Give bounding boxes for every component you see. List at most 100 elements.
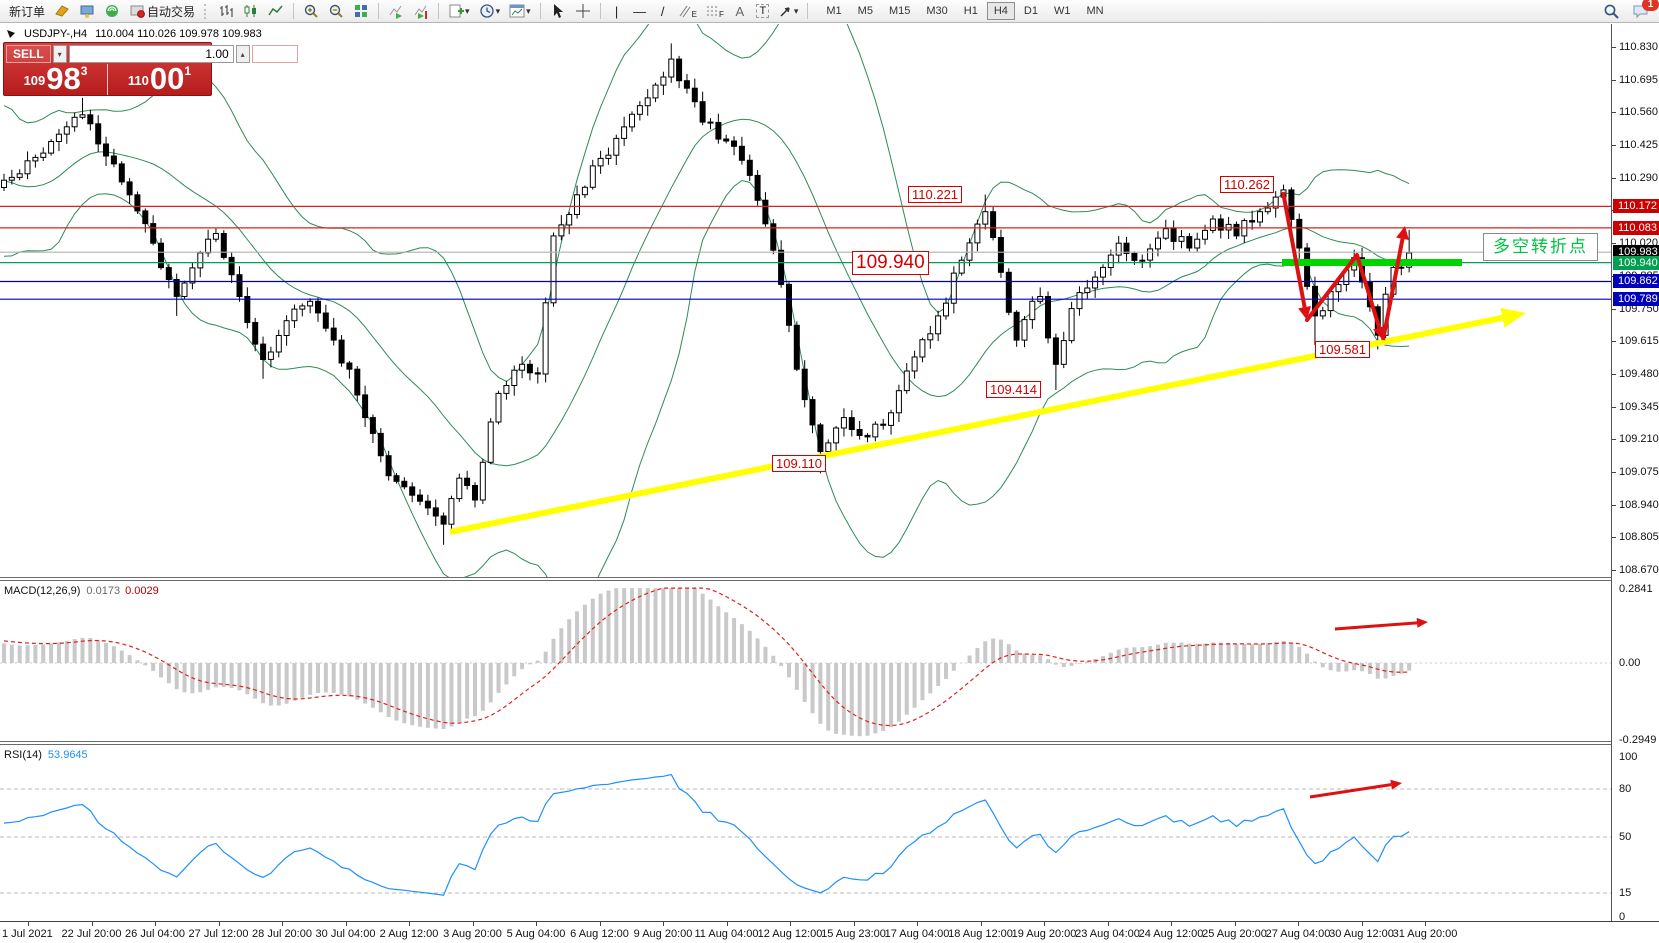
pane-separator[interactable] — [0, 577, 1659, 581]
time-tick-mark — [1171, 922, 1172, 926]
tile-windows-icon[interactable] — [349, 1, 373, 21]
equidistant-channel-tool[interactable]: E — [675, 1, 701, 21]
cursor-icon[interactable] — [546, 1, 570, 21]
bollinger-band-m[interactable] — [3, 118, 1410, 467]
annotation-price-label[interactable]: 109.940 — [852, 250, 929, 275]
fibonacci-tool[interactable]: F — [702, 1, 728, 21]
zoom-out-icon[interactable] — [324, 1, 348, 21]
rsi-indicator-canvas[interactable] — [0, 746, 1611, 921]
chart-shift-icon[interactable] — [409, 1, 433, 21]
timeframe-m15[interactable]: M15 — [882, 2, 917, 20]
price-axis[interactable]: 110.830 110.695 110.560 110.425 110.290 110.1… — [1611, 24, 1659, 923]
annotation-price-label[interactable]: 110.262 — [1220, 175, 1275, 193]
timeframe-w1[interactable]: W1 — [1047, 2, 1078, 20]
chevron-down-icon: ▾ — [495, 5, 501, 16]
main-chart-canvas[interactable] — [0, 24, 1611, 577]
annotation-price-label[interactable]: 110.221 — [908, 185, 963, 203]
volume-input[interactable] — [68, 45, 234, 63]
price-tick-mark — [1612, 177, 1616, 179]
time-tick-mark — [917, 922, 918, 926]
timeframe-m1[interactable]: M1 — [819, 2, 848, 20]
timeframe-d1[interactable]: D1 — [1017, 2, 1045, 20]
price-tick-label: 109.345 — [1619, 400, 1659, 413]
text-tool-icon: A — [735, 3, 745, 19]
timeframe-h1[interactable]: H1 — [957, 2, 985, 20]
annotation-price-label[interactable]: 109.414 — [986, 380, 1041, 398]
rsi-tick-label: 80 — [1619, 783, 1632, 795]
annotation-price-label[interactable]: 109.110 — [772, 454, 827, 472]
timeframe-h4[interactable]: H4 — [986, 2, 1015, 20]
time-tick-mark — [853, 922, 855, 926]
time-tick-label: 19 Aug 20:00 — [1011, 928, 1077, 940]
timeframe-m5[interactable]: M5 — [851, 2, 880, 20]
timeframe-m30[interactable]: M30 — [919, 2, 954, 20]
rsi-tick-label: 50 — [1619, 831, 1632, 843]
price-tick-mark — [1612, 537, 1616, 539]
time-tick-label: 3 Aug 20:00 — [443, 928, 502, 940]
sell-price[interactable]: 109 98 3 — [4, 63, 108, 95]
bollinger-band-l[interactable] — [3, 179, 1410, 578]
price-tick-mark — [1612, 341, 1616, 343]
toolbar-separator — [539, 3, 541, 19]
autotrading-button[interactable]: 自动交易 — [125, 1, 199, 21]
zoom-in-icon[interactable] — [299, 1, 323, 21]
toolbar-handle — [204, 3, 209, 19]
volume-increase-button[interactable]: ▴ — [235, 45, 250, 63]
price-badge: 109.862 — [1613, 274, 1659, 289]
periods-button[interactable]: ▾ — [475, 1, 505, 21]
crosshair-icon[interactable] — [571, 1, 595, 21]
time-tick-label: 30 Jul 04:00 — [315, 928, 376, 940]
timeframe-mn[interactable]: MN — [1079, 2, 1110, 20]
main-toolbar: 新订单 自动交易 — [0, 0, 1659, 23]
metaquotes-logo-icon[interactable] — [50, 1, 74, 21]
macd-label: MACD(12,26,9) 0.0173 0.0029 — [4, 585, 159, 597]
buy-price[interactable]: 110 00 1 — [108, 63, 211, 95]
price-tick-mark — [1612, 570, 1616, 572]
toolbar-separator — [438, 3, 440, 19]
note-text-box[interactable]: 多空转折点 — [1483, 233, 1598, 261]
signals-icon[interactable] — [100, 1, 124, 21]
symbol-marker-icon — [7, 29, 15, 38]
vertical-line-tool[interactable]: | — [606, 1, 628, 21]
timeframe-toolbar: M1 M5 M15 M30 H1 H4 D1 W1 MN — [819, 2, 1110, 20]
price-tick-label: 108.805 — [1619, 531, 1659, 544]
horizontal-line-tool[interactable]: — — [629, 1, 651, 21]
volume-decrease-button[interactable]: ▾ — [52, 45, 67, 63]
time-axis[interactable]: 1 Jul 2021 22 Jul 20:00 26 Jul 04:00 27 Jul… — [0, 921, 1659, 943]
price-tick-mark — [1612, 79, 1616, 81]
macd-indicator-canvas[interactable] — [0, 582, 1611, 741]
time-tick-mark — [218, 922, 220, 926]
time-tick-label: 9 Aug 20:00 — [633, 928, 693, 940]
metaeditor-icon[interactable] — [75, 1, 99, 21]
annotation-price-label[interactable]: 109.581 — [1315, 340, 1370, 358]
trendline-tool[interactable]: / — [652, 1, 674, 21]
text-label-tool[interactable]: T — [752, 1, 774, 21]
notifications-button[interactable]: 1 — [1628, 0, 1659, 21]
time-tick-mark — [91, 922, 93, 926]
time-tick-mark — [1298, 922, 1299, 926]
time-tick-label: 28 Jul 20:00 — [252, 928, 312, 940]
candles-layer[interactable] — [1, 43, 1413, 545]
support-level-bar[interactable] — [1282, 259, 1462, 266]
time-tick-mark — [663, 922, 664, 926]
macd-tick-label: 0.2841 — [1619, 582, 1653, 595]
price-tick-label: 109.210 — [1619, 433, 1659, 446]
new-order-button[interactable]: 新订单 — [5, 1, 49, 21]
new-chart-button[interactable]: ▾ — [444, 1, 474, 21]
templates-button[interactable]: ▾ — [505, 1, 535, 21]
search-icon[interactable] — [1599, 1, 1624, 21]
line-chart-icon[interactable] — [264, 1, 288, 21]
auto-scroll-icon[interactable] — [384, 1, 408, 21]
rsi-value: 53.9645 — [47, 749, 88, 761]
toolbar-separator — [807, 3, 809, 19]
bar-chart-icon[interactable] — [214, 1, 238, 21]
sell-button[interactable]: SELL — [6, 45, 51, 63]
arrows-tool-button[interactable]: ▾ — [775, 1, 803, 21]
buy-button[interactable]: BUY — [251, 45, 298, 63]
price-tick-mark — [1612, 145, 1616, 147]
bollinger-band-u[interactable] — [3, 24, 1410, 383]
candlestick-chart-icon[interactable] — [239, 1, 263, 21]
pane-separator[interactable] — [0, 741, 1659, 745]
text-tool[interactable]: A — [729, 1, 751, 21]
